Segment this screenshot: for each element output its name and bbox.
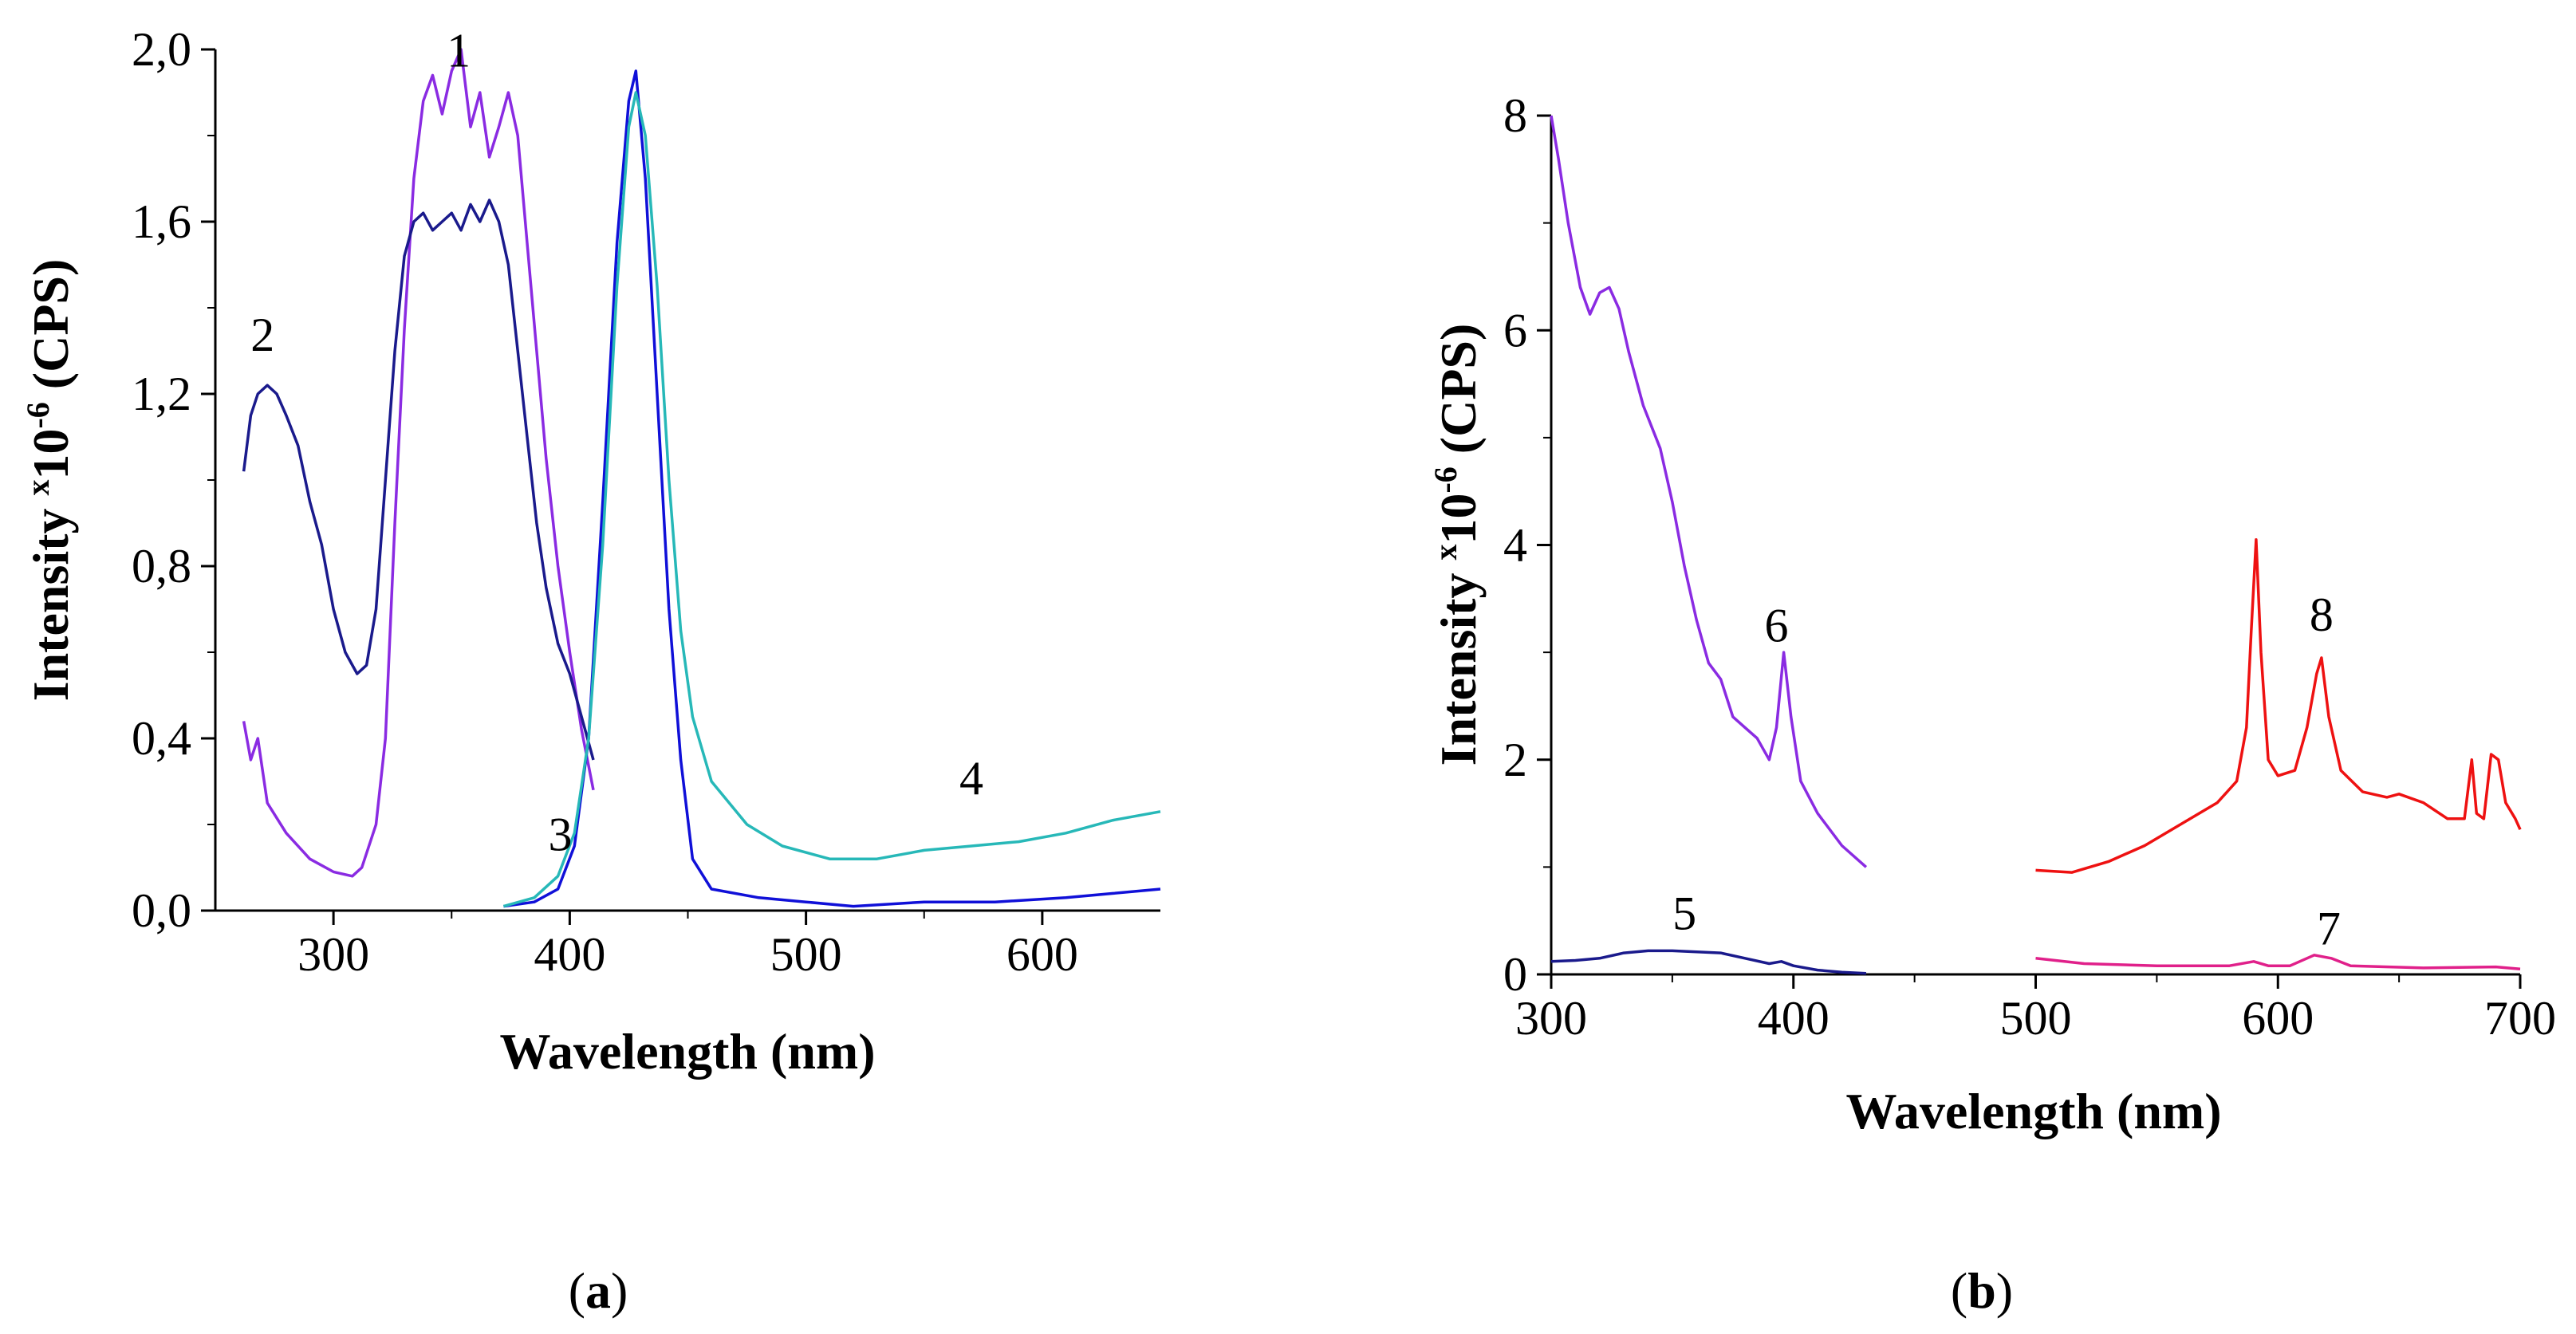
y-tick-label-a-0: 0,0 [132, 884, 191, 937]
x-tick-label-a-600: 600 [1006, 928, 1078, 981]
curve-label-1: 1 [447, 25, 471, 77]
curve-label-7: 7 [2317, 902, 2341, 954]
x-tick-label-a-300: 300 [297, 928, 369, 981]
y-tick-label-a-3: 1,2 [132, 368, 191, 420]
x-axis-title-b: Wavelength (nm) [1845, 1083, 2221, 1139]
chart-panel-a: 300 400 500 600 0,0 0,4 0,8 1,2 1,6 2,0 1 2 3 4 Wave… [20, 23, 1161, 1319]
panel-caption-a: (a) [569, 1262, 628, 1319]
series-line-4 [502, 91, 1161, 908]
x-tick-label-b-700: 700 [2484, 992, 2556, 1045]
y-axis-title-a-sup2: -6 [20, 402, 56, 428]
x-tick-label-b-500: 500 [2000, 992, 2072, 1045]
y-tick-label-a-4: 1,6 [132, 195, 191, 248]
panel-caption-b: (b) [1951, 1262, 2013, 1319]
curve-label-2: 2 [250, 309, 274, 361]
plot-frame-a [215, 49, 1160, 911]
y-tick-label-b-4: 8 [1503, 89, 1527, 142]
series-line-5 [1550, 949, 1866, 975]
y-axis-title-b-mid: 10 [1430, 494, 1487, 545]
x-tick-label-b-600: 600 [2242, 992, 2314, 1045]
y-axis-title-b-prefix: Intensity [1430, 561, 1487, 766]
curve-label-5: 5 [1672, 887, 1696, 939]
y-axis-title-b-sup1: x [1428, 545, 1463, 561]
x-tick-label-a-500: 500 [770, 928, 842, 981]
panel-caption-a-letter: a [585, 1262, 611, 1319]
y-tick-label-a-2: 0,8 [132, 540, 191, 592]
series-line-1 [242, 48, 595, 878]
curve-label-4: 4 [959, 752, 983, 805]
series-line-3 [503, 69, 1161, 908]
y-axis-title-b: Intensity x10-6 (CPS) [1428, 324, 1487, 766]
y-axis-title-a-suffix: (CPS) [22, 259, 79, 403]
y-axis-title-b-sup2: -6 [1428, 466, 1463, 493]
y-tick-label-b-1: 2 [1503, 734, 1527, 786]
panel-caption-b-close: ) [1996, 1262, 2013, 1319]
y-axis-title-a: Intensity x10-6 (CPS) [20, 259, 79, 702]
curve-label-3: 3 [549, 808, 573, 860]
series-line-8 [2035, 538, 2522, 874]
series-line-2 [242, 199, 595, 761]
y-tick-label-b-0: 0 [1503, 948, 1527, 1001]
x-axis-title-a: Wavelength (nm) [499, 1023, 875, 1080]
panel-caption-b-open: ( [1951, 1262, 1967, 1319]
curve-label-6: 6 [1764, 600, 1788, 652]
chart-panel-b: 300 400 500 600 700 0 2 4 6 8 5 6 7 8 Wavelength (nm… [1428, 89, 2556, 1319]
x-tick-label-b-300: 300 [1515, 992, 1587, 1045]
panel-caption-b-letter: b [1967, 1262, 1996, 1319]
panel-caption-a-close: ) [611, 1262, 628, 1319]
panel-caption-a-open: ( [569, 1262, 585, 1319]
y-axis-title-a-sup1: x [20, 480, 56, 496]
x-tick-label-a-400: 400 [534, 928, 605, 981]
curve-label-8: 8 [2310, 588, 2334, 641]
y-tick-label-b-2: 4 [1503, 519, 1527, 572]
series-line-7 [2035, 954, 2521, 971]
y-tick-label-a-5: 2,0 [132, 23, 191, 76]
x-tick-label-b-400: 400 [1758, 992, 1830, 1045]
y-axis-title-a-prefix: Intensity [22, 496, 79, 702]
y-tick-label-b-3: 6 [1503, 304, 1527, 356]
series-line-6 [1550, 115, 1868, 868]
y-tick-label-a-1: 0,4 [132, 712, 191, 765]
y-axis-title-b-suffix: (CPS) [1430, 324, 1487, 467]
y-axis-title-a-mid: 10 [22, 429, 79, 480]
